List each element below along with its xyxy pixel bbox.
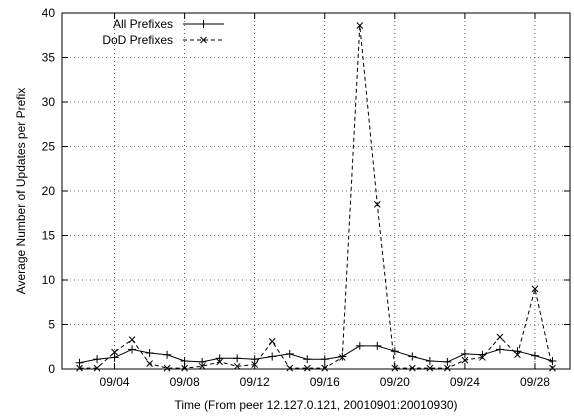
- data-point-dod-prefixes: [198, 362, 206, 370]
- x-tick-label: 09/04: [100, 375, 130, 389]
- data-point-dod-prefixes: [321, 364, 329, 372]
- data-point-dod-prefixes: [303, 364, 311, 372]
- data-point-dod-prefixes: [93, 364, 101, 372]
- data-point-all-prefixes: [425, 356, 434, 365]
- series-line-all-prefixes: [79, 345, 553, 364]
- tick-labels: 0 5 10 15 20 25 30 35 40 09/04 09/08 09/12 09/16 09/2…: [42, 6, 551, 389]
- grid-lines: [62, 13, 570, 369]
- legend-label-all-prefixes: All Prefixes: [113, 17, 173, 31]
- data-point-dod-prefixes: [338, 354, 346, 361]
- data-point-dod-prefixes: [549, 364, 556, 372]
- y-tick-label: 5: [48, 318, 55, 332]
- data-point-dod-prefixes: [391, 364, 399, 372]
- data-point-dod-prefixes: [373, 200, 381, 208]
- data-point-dod-prefixes: [426, 364, 434, 372]
- data-point-all-prefixes: [110, 353, 119, 362]
- data-point-dod-prefixes: [163, 364, 171, 372]
- data-point-dod-prefixes: [408, 364, 416, 372]
- data-point-all-prefixes: [75, 358, 84, 367]
- data-point-dod-prefixes: [461, 356, 469, 364]
- x-tick-label: 09/16: [310, 375, 340, 389]
- data-point-dod-prefixes: [356, 22, 364, 29]
- data-point-all-prefixes: [460, 349, 469, 358]
- data-point-all-prefixes: [180, 356, 189, 365]
- legend-marker-all-prefixes: [199, 20, 208, 28]
- data-point-dod-prefixes: [76, 364, 83, 372]
- data-point-all-prefixes: [163, 350, 172, 359]
- data-point-dod-prefixes: [111, 348, 118, 356]
- legend-label-dod-prefixes: DoD Prefixes: [102, 33, 173, 47]
- x-tick-label: 09/08: [170, 375, 200, 389]
- y-tick-label: 0: [48, 362, 55, 376]
- data-point-all-prefixes: [145, 348, 154, 357]
- data-point-dod-prefixes: [268, 338, 276, 345]
- x-axis-title: Time (From peer 12.127.0.121, 20010901:2…: [174, 398, 457, 412]
- series-layer: [75, 22, 557, 372]
- data-point-dod-prefixes: [286, 364, 294, 372]
- data-point-dod-prefixes: [514, 351, 521, 359]
- data-point-all-prefixes: [198, 357, 207, 366]
- data-point-all-prefixes: [408, 352, 417, 361]
- x-tick-label: 09/28: [520, 375, 550, 389]
- data-point-all-prefixes: [128, 345, 137, 354]
- data-point-dod-prefixes: [181, 364, 188, 372]
- series-line-dod-prefixes: [79, 25, 553, 369]
- data-point-dod-prefixes: [496, 333, 504, 341]
- axes: [61, 12, 571, 370]
- data-point-all-prefixes: [548, 356, 557, 365]
- data-point-all-prefixes: [373, 341, 382, 350]
- data-point-all-prefixes: [390, 347, 399, 356]
- data-point-dod-prefixes: [444, 364, 451, 372]
- y-tick-label: 40: [42, 6, 56, 20]
- y-axis-title: Average Number of Updates per Prefix: [14, 88, 28, 295]
- data-point-all-prefixes: [93, 355, 102, 364]
- data-point-dod-prefixes: [128, 336, 136, 343]
- data-point-dod-prefixes: [233, 362, 241, 370]
- legend: All Prefixes DoD Prefixes: [102, 17, 224, 47]
- data-point-all-prefixes: [530, 351, 539, 360]
- y-tick-label: 10: [42, 273, 56, 287]
- data-point-dod-prefixes: [146, 360, 153, 368]
- data-point-dod-prefixes: [216, 358, 224, 366]
- y-tick-label: 15: [42, 229, 56, 243]
- data-point-all-prefixes: [233, 354, 242, 363]
- y-tick-label: 35: [42, 51, 56, 65]
- y-tick-label: 30: [42, 95, 56, 109]
- x-tick-label: 09/20: [380, 375, 410, 389]
- legend-marker-dod-prefixes: [200, 36, 207, 44]
- y-tick-label: 25: [42, 140, 56, 154]
- data-point-all-prefixes: [285, 349, 294, 358]
- x-tick-label: 09/24: [450, 375, 480, 389]
- data-point-all-prefixes: [320, 355, 329, 364]
- data-point-dod-prefixes: [251, 361, 259, 368]
- y-tick-label: 20: [42, 184, 56, 198]
- data-point-all-prefixes: [215, 354, 224, 363]
- data-point-all-prefixes: [495, 345, 504, 354]
- data-point-all-prefixes: [268, 352, 277, 361]
- data-point-dod-prefixes: [479, 354, 486, 361]
- data-point-all-prefixes: [303, 355, 312, 364]
- data-point-all-prefixes: [443, 357, 452, 366]
- data-point-all-prefixes: [250, 355, 259, 364]
- x-tick-label: 09/12: [240, 375, 270, 389]
- data-point-dod-prefixes: [531, 285, 539, 293]
- data-point-all-prefixes: [355, 341, 364, 350]
